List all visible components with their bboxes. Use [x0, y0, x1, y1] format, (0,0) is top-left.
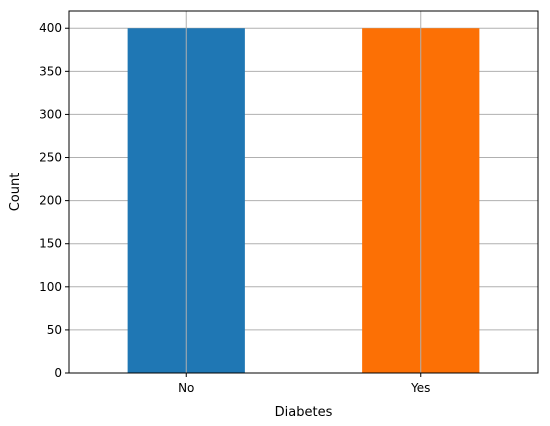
x-tick-label-no: No	[178, 381, 194, 395]
x-axis-ticks: No Yes	[178, 373, 430, 395]
y-tick-label: 150	[39, 237, 62, 251]
y-tick-label: 0	[54, 366, 62, 380]
y-tick-label: 50	[47, 323, 62, 337]
x-tick-label-yes: Yes	[410, 381, 430, 395]
y-tick-label: 350	[39, 64, 62, 78]
y-tick-label: 300	[39, 107, 62, 121]
y-tick-label: 100	[39, 280, 62, 294]
y-tick-label: 200	[39, 194, 62, 208]
y-axis-title: Count	[8, 173, 23, 212]
y-tick-label: 250	[39, 151, 62, 165]
vertical-grid-lines	[185, 11, 422, 373]
y-axis-ticks: 0 50 100 150 200 250 300 350 400	[39, 21, 69, 380]
y-tick-label: 400	[39, 21, 62, 35]
x-axis-title: Diabetes	[275, 405, 333, 420]
plot-frame	[68, 10, 539, 374]
